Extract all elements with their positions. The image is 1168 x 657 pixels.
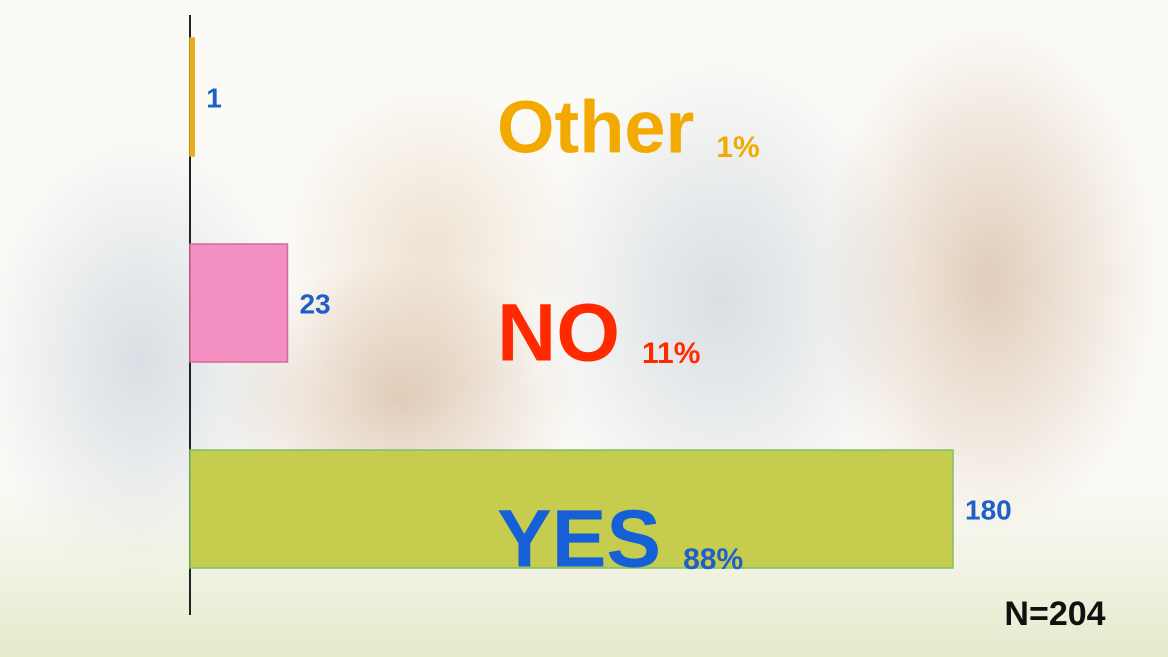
bar — [189, 37, 195, 157]
value-label: 180 — [965, 494, 1012, 525]
value-label: 1 — [206, 82, 222, 113]
percent-label: 11% — [642, 337, 700, 370]
category-label: YES — [497, 494, 661, 585]
bar — [189, 243, 289, 363]
percent-label: 1% — [716, 131, 759, 164]
category-label: Other — [497, 86, 694, 169]
percent-label: 88% — [683, 543, 743, 576]
value-label: 23 — [299, 288, 330, 319]
category-label: NO — [497, 288, 620, 379]
bar — [189, 449, 954, 569]
sample-size: N=204 — [1004, 595, 1105, 633]
